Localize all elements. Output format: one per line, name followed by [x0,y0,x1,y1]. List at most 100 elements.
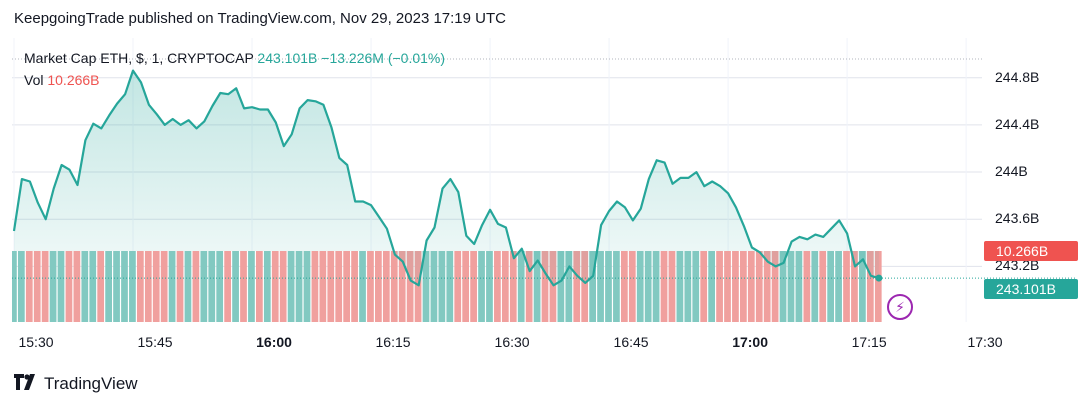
volume-bar [343,251,351,322]
volume-bar [105,251,112,322]
volume-bar [652,251,660,322]
volume-bar [311,251,319,322]
volume-bar [454,251,462,322]
time-axis-tick: 17:30 [967,334,1003,350]
tradingview-logo-icon [14,374,38,392]
volume-bar [89,251,97,322]
volume-bar [819,251,827,322]
brand-name: TradingView [44,374,138,393]
price-axis-tick: 244.4B [995,115,1040,132]
time-axis-tick: 15:30 [18,334,54,350]
volume-bar [660,251,668,322]
volume-bar [541,251,549,322]
volume-bar [359,251,366,322]
price-chart[interactable] [12,38,1077,358]
lightning-icon[interactable]: ⚡ [887,294,913,320]
volume-bar [620,251,628,322]
volume-bar [446,251,454,322]
volume-bar [851,251,858,322]
volume-bar [668,251,676,322]
volume-bar [779,251,787,322]
volume-value: 10.266B [47,72,100,88]
volume-bar [525,251,533,322]
volume-bar [597,251,604,322]
published-caption: KeepgoingTrade published on TradingView.… [14,10,506,27]
volume-bar [279,251,287,322]
time-axis-tick: 17:15 [851,334,887,350]
volume-bar [232,251,239,322]
volume-bar [351,251,358,322]
volume-bar [676,251,684,322]
time-axis-tick: 16:45 [613,334,649,350]
volume-bar [216,251,224,322]
volume-bar [740,251,747,322]
volume-badge: 10.266B [984,241,1078,261]
volume-bar [462,251,470,322]
volume-bar [581,251,589,322]
volume-bar [414,251,422,322]
volume-bar [160,251,168,322]
chart-area[interactable] [12,38,1077,358]
volume-bar [49,251,57,322]
volume-bar [430,251,438,322]
volume-bar [859,251,866,322]
last-price-dot [875,274,883,282]
volume-bar [192,251,200,322]
price-axis-tick: 244B [995,163,1028,180]
volume-bar [406,251,414,322]
volume-bar [843,251,850,322]
volume-bar [208,251,216,322]
volume-bar [17,251,25,322]
volume-bar [335,251,343,322]
volume-bar [470,251,477,322]
volume-bar [129,251,136,322]
volume-bar [494,251,501,322]
symbol-label[interactable]: Market Cap ETH, $, 1, CRYPTOCAP [24,50,254,66]
volume-bar [271,251,279,322]
volume-bar [184,251,192,322]
volume-bar [327,251,335,322]
volume-bar [684,251,692,322]
volume-bar [478,251,485,322]
volume-bar [287,251,295,322]
volume-bar [644,251,652,322]
volume-bar [256,251,263,322]
volume-bar [319,251,327,322]
volume-bar [692,251,700,322]
footer-brand[interactable]: TradingView [14,374,138,394]
price-badge: 243.101B [984,279,1078,299]
volume-bar [398,251,406,322]
volume-bar [732,251,739,322]
price-area [14,70,879,286]
volume-bar [144,251,152,322]
volume-bar [57,251,65,322]
volume-bar [700,251,708,322]
volume-bar [176,251,184,322]
time-axis-tick: 15:45 [137,334,173,350]
volume-bar [835,251,842,322]
volume-bar [263,251,271,322]
volume-bar [827,251,835,322]
price-axis-tick: 244.8B [995,68,1040,85]
time-axis-tick: 17:00 [732,334,768,350]
volume-bar [200,251,208,322]
volume-bar [152,251,160,322]
volume-bar [589,251,596,322]
volume-bar [65,251,73,322]
volume-bar [811,251,819,322]
volume-bar [716,251,723,322]
price-line [12,69,880,287]
volume-bar [121,251,128,322]
volume-bar [25,251,33,322]
volume-bar [866,251,874,322]
volume-bar [755,251,763,322]
volume-bar [573,251,581,322]
chart-legend: Market Cap ETH, $, 1, CRYPTOCAP 243.101B… [24,47,445,91]
volume-bar [240,251,247,322]
volume-bar [73,251,81,322]
volume-bar [605,251,612,322]
volume-bar [628,251,636,322]
volume-bar [787,251,795,322]
volume-label[interactable]: Vol [24,72,44,88]
volume-bar [33,251,41,322]
